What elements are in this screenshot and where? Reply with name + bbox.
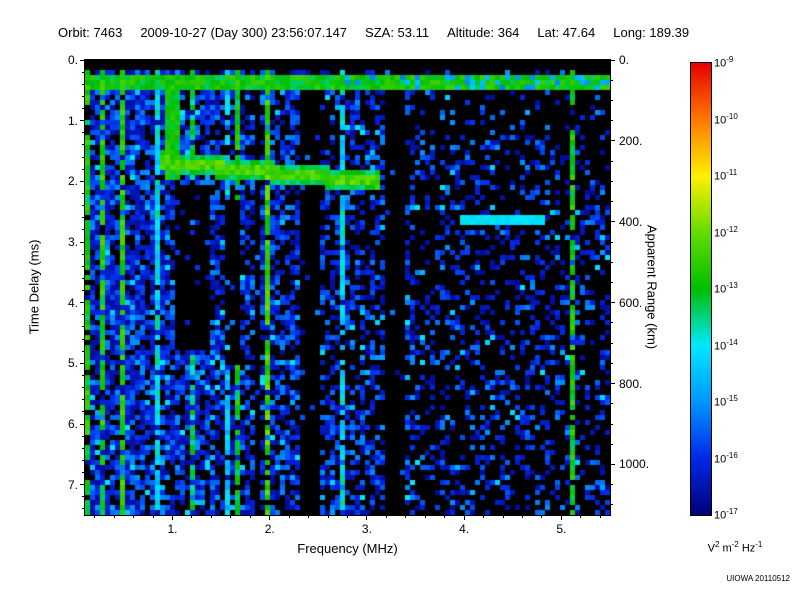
header-field: 2009-10-27 (Day 300) 23:56:07.147	[140, 25, 348, 40]
colorbar-tick-label: 10-12	[714, 224, 738, 240]
y-tick-label: 2.	[67, 174, 78, 189]
x-axis-label: Frequency (MHz)	[297, 541, 398, 556]
colorbar	[690, 62, 712, 516]
y-tick-label: 5.	[67, 356, 78, 371]
colorbar-unit-label: V2 m-2 Hz-1	[707, 540, 763, 555]
colorbar-tick-label: 10-16	[714, 450, 738, 466]
y-tick-label: 6.	[67, 417, 78, 431]
x-tick-label: 1.	[167, 522, 178, 536]
colorbar-tick-label: 10-13	[714, 281, 738, 296]
header-field: SZA: 53.11	[365, 25, 430, 40]
header: Orbit: 7463 2009-10-27 (Day 300) 23:56:07…	[58, 25, 689, 40]
colorbar-tick-label: 10-11	[714, 168, 738, 183]
y2-tick-label: 0.	[619, 53, 630, 67]
spectrogram-plot-frame	[84, 59, 611, 516]
colorbar-tick-label: 10-9	[714, 55, 734, 70]
header-field: Long: 189.39	[613, 25, 690, 40]
x-tick-label: 2.	[264, 522, 275, 536]
colorbar-tick-label: 10-17	[714, 507, 738, 522]
x-tick-label: 5.	[556, 522, 567, 536]
x-tick-label: 4.	[459, 522, 470, 536]
header-field: Orbit: 7463	[58, 25, 123, 40]
colorbar-tick-label: 10-14	[714, 337, 738, 353]
y2-tick-label: 1000.	[619, 457, 650, 472]
y2-tick-label: 800.	[619, 376, 643, 391]
y-tick-label: 1.	[67, 113, 78, 128]
y-tick-label: 4.	[67, 295, 78, 310]
header-field: Lat: 47.64	[537, 25, 596, 40]
y-axis-label-left: Time Delay (ms)	[26, 239, 42, 335]
y-axis-label-right: Apparent Range (km)	[644, 224, 660, 350]
header-field: Altitude: 364	[447, 25, 520, 40]
y2-tick-label: 200.	[619, 133, 643, 148]
credit-text: UIOWA 20110512	[726, 574, 790, 583]
y-tick-label: 0.	[67, 53, 78, 67]
x-tick-label: 3.	[361, 522, 372, 536]
y-tick-label: 3.	[67, 235, 78, 249]
spectrogram-canvas	[85, 60, 610, 515]
y-tick-label: 7.	[67, 477, 78, 492]
colorbar-tick-label: 10-15	[714, 394, 738, 409]
colorbar-tick-label: 10-10	[714, 111, 738, 127]
